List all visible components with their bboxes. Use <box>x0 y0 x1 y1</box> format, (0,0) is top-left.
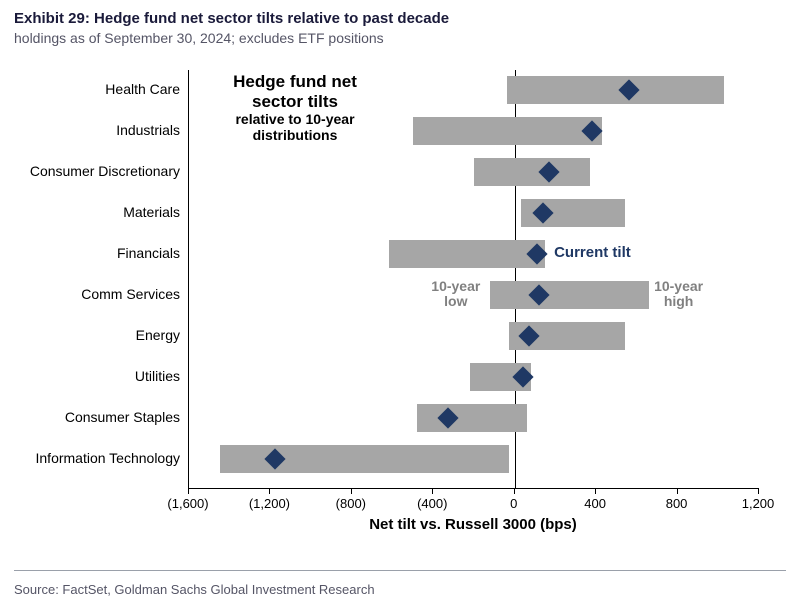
exhibit-subtitle: holdings as of September 30, 2024; exclu… <box>14 30 786 46</box>
category-label: Industrials <box>14 122 180 138</box>
range-bar <box>490 281 649 309</box>
separator-line <box>14 570 786 571</box>
x-tick <box>188 488 189 494</box>
category-label: Financials <box>14 245 180 261</box>
category-label: Comm Services <box>14 286 180 302</box>
x-tick <box>432 488 433 494</box>
range-bar <box>507 76 725 104</box>
callout-line3: relative to 10-year <box>235 111 354 127</box>
category-label: Energy <box>14 327 180 343</box>
x-tick-label: (1,200) <box>249 496 290 511</box>
x-tick-label: (800) <box>336 496 366 511</box>
category-label: Materials <box>14 204 180 220</box>
x-tick-label: (400) <box>417 496 447 511</box>
x-tick <box>595 488 596 494</box>
exhibit-title: Exhibit 29: Hedge fund net sector tilts … <box>14 10 786 28</box>
category-label: Health Care <box>14 81 180 97</box>
chart-area: Health Care Industrials Consumer Discretio… <box>14 60 786 550</box>
ten-year-high-label: 10-year high <box>654 279 703 310</box>
callout-line4: distributions <box>253 127 338 143</box>
range-bar <box>413 117 602 145</box>
x-tick-label: 800 <box>666 496 688 511</box>
x-tick <box>351 488 352 494</box>
category-label: Utilities <box>14 368 180 384</box>
x-tick <box>269 488 270 494</box>
x-tick <box>514 488 515 494</box>
x-tick-label: 400 <box>584 496 606 511</box>
ten-year-low-label: 10-year low <box>431 279 480 310</box>
x-tick-label: (1,600) <box>167 496 208 511</box>
current-tilt-label: Current tilt <box>554 244 631 261</box>
x-tick <box>677 488 678 494</box>
x-tick <box>758 488 759 494</box>
callout-line2: sector tilts <box>252 92 338 111</box>
range-bar <box>417 404 527 432</box>
callout-line1: Hedge fund net <box>233 72 357 91</box>
x-axis-title: Net tilt vs. Russell 3000 (bps) <box>188 516 758 533</box>
x-tick-label: 1,200 <box>742 496 775 511</box>
range-bar <box>389 240 546 268</box>
x-tick-label: 0 <box>510 496 517 511</box>
chart-callout: Hedge fund net sector tilts relative to … <box>210 72 380 143</box>
category-label: Information Technology <box>14 450 180 466</box>
range-bar <box>220 445 509 473</box>
category-label: Consumer Staples <box>14 409 180 425</box>
range-bar <box>474 158 590 186</box>
source-line: Source: FactSet, Goldman Sachs Global In… <box>14 582 375 597</box>
category-label: Consumer Discretionary <box>14 163 180 179</box>
